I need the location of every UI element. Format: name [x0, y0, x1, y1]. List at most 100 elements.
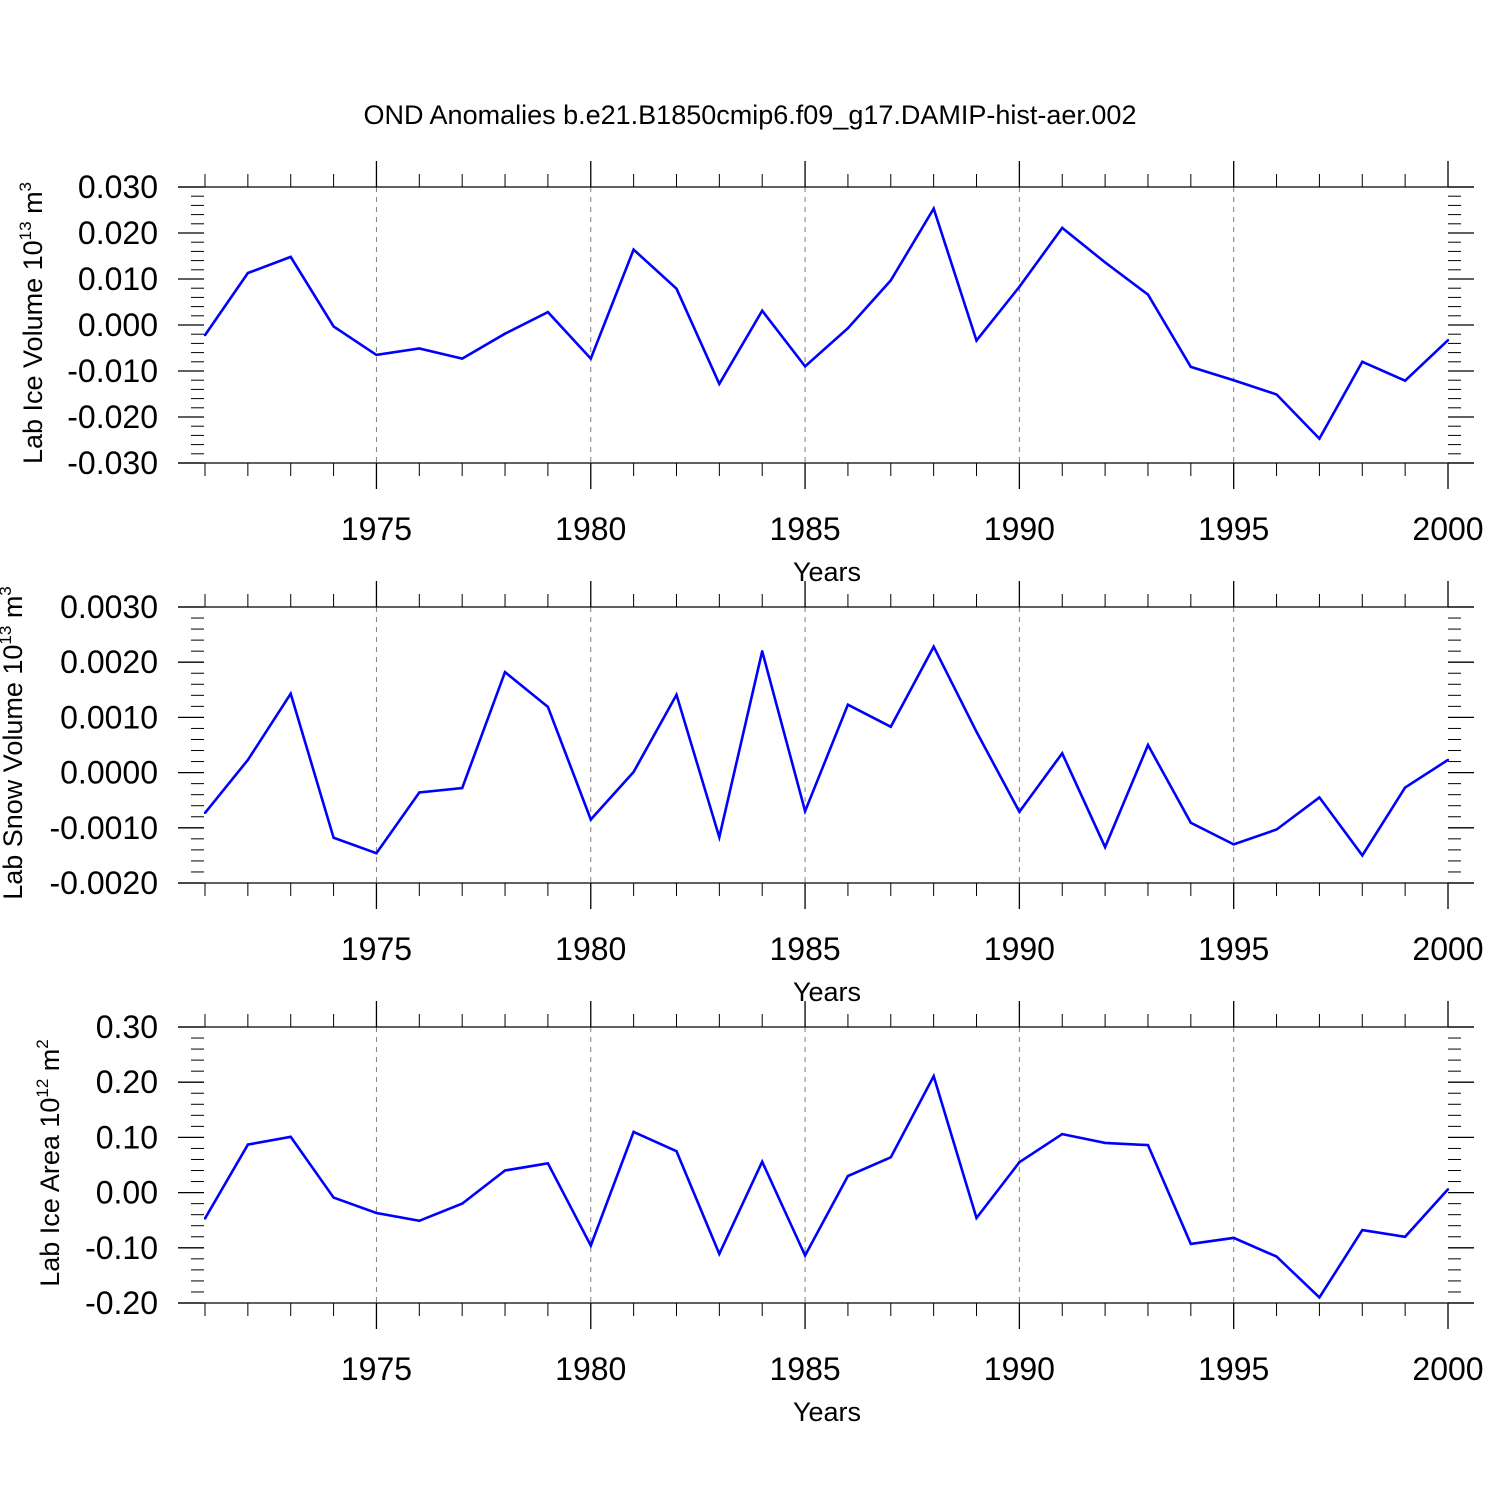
data-point: [932, 645, 935, 648]
data-point: [1061, 226, 1064, 230]
data-point: [418, 791, 421, 794]
data-point: [675, 693, 678, 696]
y-tick-label: 0.0010: [60, 699, 158, 735]
data-point: [1446, 338, 1450, 342]
data-point: [1446, 1188, 1450, 1191]
x-tick-label: 1980: [555, 931, 626, 967]
data-point: [503, 1169, 507, 1172]
chart-panel-1: 0.030 0.020 0.010 0.000 -0.010 -0.020 -0.030 19…: [16, 161, 1484, 587]
x-tick-label: 2000: [1412, 931, 1483, 967]
data-point: [375, 851, 378, 855]
data-point: [460, 357, 464, 360]
y-tick-label: -0.0020: [49, 865, 158, 901]
x-tick-label: 1975: [341, 1351, 412, 1387]
data-point: [460, 1202, 464, 1205]
data-point: [1146, 1143, 1150, 1147]
data-point: [803, 365, 807, 368]
data-point: [589, 1244, 592, 1247]
x-tick-label: 1995: [1198, 1351, 1269, 1387]
x-tick-label: 2000: [1412, 1351, 1483, 1387]
y-tick-label: -0.030: [67, 445, 158, 481]
data-point: [546, 705, 550, 709]
data-point: [1232, 843, 1235, 846]
data-point: [203, 333, 207, 337]
data-point: [203, 1217, 207, 1220]
data-point: [1189, 1242, 1193, 1246]
data-point: [1103, 261, 1107, 264]
chart-panels: 0.030 0.020 0.010 0.000 -0.010 -0.020 -0.030 19…: [0, 161, 1484, 1427]
x-tick-label: 1990: [984, 931, 1055, 967]
data-point: [889, 725, 892, 728]
data-point: [718, 1252, 721, 1256]
data-point: [246, 758, 250, 762]
data-point: [1361, 854, 1364, 857]
x-tick-label: 1985: [769, 511, 840, 547]
data-point: [889, 279, 892, 282]
data-point: [503, 670, 507, 674]
data-point: [846, 703, 850, 706]
data-point: [1403, 379, 1407, 382]
data-point: [332, 1196, 335, 1199]
data-point: [589, 357, 592, 360]
data-point: [1275, 393, 1278, 396]
data-point: [332, 836, 335, 839]
data-point: [375, 353, 378, 357]
chart-panel-3: 0.30 0.20 0.10 0.00 -0.10 -0.20 1975 1980 1985 19…: [33, 1001, 1484, 1427]
data-point: [1232, 1236, 1235, 1240]
x-tick-label: 1995: [1198, 931, 1269, 967]
x-axis-title: Years: [793, 1397, 861, 1427]
data-point: [846, 1174, 850, 1178]
data-point: [1318, 437, 1321, 440]
data-point: [1146, 293, 1150, 296]
data-point: [1018, 285, 1021, 289]
y-tick-label: 0.020: [78, 215, 158, 251]
data-point: [1103, 1141, 1107, 1145]
x-tick-label: 1980: [555, 1351, 626, 1387]
data-point: [503, 332, 507, 335]
data-point: [718, 835, 721, 839]
x-tick-label: 1975: [341, 931, 412, 967]
data-point: [761, 1160, 764, 1163]
chart-panel-2: 0.0030 0.0020 0.0010 0.0000 -0.0010 -0.0020 19…: [0, 581, 1484, 1007]
y-tick-label: -0.0010: [49, 810, 158, 846]
y-axis-title: Lab Ice Volume 1013 m3: [16, 182, 48, 464]
data-point: [675, 287, 678, 290]
data-point: [975, 339, 978, 342]
data-point: [675, 1150, 678, 1153]
data-point: [632, 248, 635, 251]
data-point: [632, 1130, 635, 1134]
data-point: [375, 1211, 378, 1215]
data-point: [1403, 1235, 1407, 1238]
data-point: [975, 730, 978, 733]
data-point: [1275, 1255, 1278, 1258]
data-point: [846, 327, 850, 330]
data-point: [1146, 743, 1150, 747]
y-axis-title: Lab Ice Area 1012 m2: [33, 1039, 65, 1287]
y-tick-label: 0.0030: [60, 589, 158, 625]
series-line: [203, 205, 1449, 441]
data-point: [761, 309, 764, 312]
data-point: [289, 1135, 292, 1139]
data-point: [889, 1156, 892, 1159]
x-tick-label: 1980: [555, 511, 626, 547]
y-tick-label: 0.0000: [60, 755, 158, 791]
y-tick-label: 0.20: [96, 1064, 158, 1100]
data-point: [1103, 845, 1107, 849]
y-tick-label: -0.020: [67, 399, 158, 435]
data-point: [803, 810, 807, 813]
data-point: [1403, 786, 1407, 789]
data-point: [932, 207, 935, 210]
x-axis-title: Years: [793, 557, 861, 587]
y-tick-label: 0.000: [78, 307, 158, 343]
y-tick-label: -0.010: [67, 353, 158, 389]
data-point: [546, 1162, 550, 1165]
x-tick-label: 1990: [984, 511, 1055, 547]
data-point: [1318, 1296, 1321, 1299]
y-tick-label: 0.030: [78, 169, 158, 205]
data-point: [718, 382, 721, 386]
x-axis-title: Years: [793, 977, 861, 1007]
data-point: [418, 1219, 421, 1222]
series-line: [203, 643, 1449, 858]
y-tick-label: 0.30: [96, 1009, 158, 1045]
